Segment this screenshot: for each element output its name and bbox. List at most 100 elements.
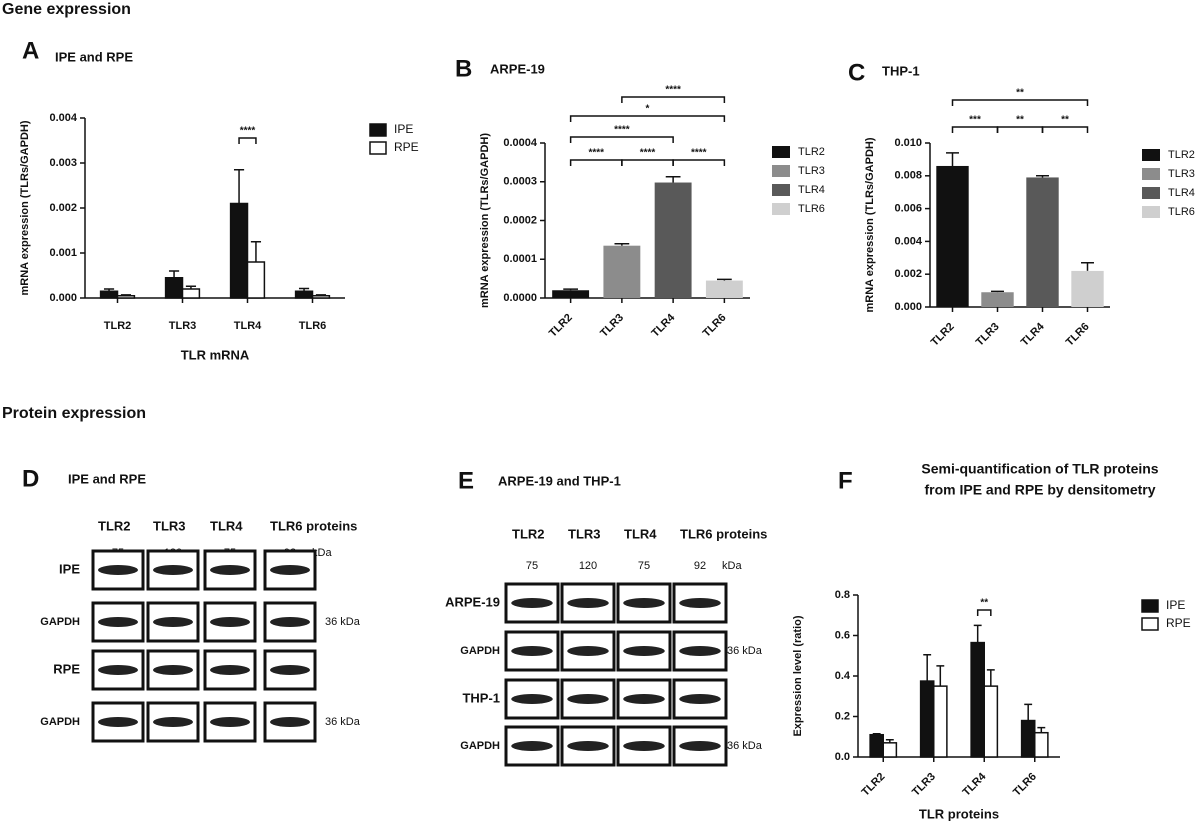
blot-band [567, 598, 609, 608]
blot-band [153, 665, 193, 675]
bar [705, 280, 743, 298]
column-label: TLR6 proteins [270, 518, 357, 533]
column-label: TLR4 [210, 518, 243, 533]
blot-band [623, 646, 665, 656]
y-tick-label: 0.4 [835, 670, 851, 682]
x-tick-label: TLR6 [1064, 321, 1092, 349]
x-tick-label: TLR4 [234, 320, 262, 332]
blot-band [679, 598, 721, 608]
blot-band [210, 717, 250, 727]
y-tick-label: 0.006 [894, 203, 922, 215]
section-heading: Gene expression [2, 1, 131, 18]
error-bar [1024, 703, 1033, 721]
chart-title: ARPE-19 [490, 61, 545, 76]
legend-label: TLR4 [798, 184, 825, 196]
significance-label: **** [691, 148, 707, 159]
chart-title: Semi-quantification of TLR proteins [921, 461, 1158, 477]
y-tick-label: 0.003 [49, 157, 77, 169]
y-tick-label: 0.0001 [503, 253, 537, 265]
error-bar [1036, 175, 1049, 178]
significance-bracket [951, 99, 1089, 106]
x-tick-label: TLR4 [1019, 320, 1048, 349]
error-bar [563, 288, 579, 291]
blot-band [511, 598, 553, 608]
blot-band [567, 741, 609, 751]
weight-label: 92 [694, 560, 706, 572]
y-tick-label: 0.004 [894, 235, 922, 247]
bar [936, 165, 969, 307]
weight-label: 36 kDa [325, 716, 361, 728]
y-tick-label: 0.000 [49, 292, 77, 304]
error-bar [168, 270, 180, 278]
y-tick-label: 0.002 [49, 202, 77, 214]
blot-band [98, 717, 138, 727]
bar [654, 182, 692, 298]
error-bar [1037, 726, 1046, 733]
blot-band [511, 694, 553, 704]
x-tick-label: TLR3 [974, 321, 1002, 349]
bar [1071, 270, 1104, 307]
row-label: GAPDH [40, 616, 80, 628]
legend-swatch [1142, 187, 1160, 199]
weight-label: 36 kDa [727, 645, 763, 657]
bar [294, 290, 314, 299]
blot-band [511, 741, 553, 751]
y-tick-label: 0.6 [835, 629, 850, 641]
bar [981, 292, 1014, 307]
weight-label: 120 [579, 560, 597, 572]
bar [970, 641, 985, 758]
weight-unit: kDa [312, 547, 332, 559]
chart-title: IPE and RPE [55, 49, 133, 64]
chart-title: THP-1 [882, 63, 920, 78]
weight-label: 75 [638, 560, 650, 572]
y-tick-label: 0.0003 [503, 176, 537, 188]
blot-band [153, 617, 193, 627]
weight-label: 36 kDa [727, 740, 763, 752]
error-bar [716, 278, 732, 281]
blot-title: ARPE-19 and THP-1 [498, 473, 621, 488]
x-tick-label: TLR2 [929, 321, 957, 349]
blot-band [270, 565, 310, 575]
row-label: GAPDH [460, 740, 500, 752]
legend-label: IPE [394, 122, 413, 136]
row-label: ARPE-19 [445, 594, 500, 609]
x-tick-label: TLR3 [598, 312, 626, 340]
legend-swatch [369, 123, 387, 137]
error-bar [986, 669, 995, 687]
significance-bracket [569, 159, 623, 166]
x-axis-label: TLR proteins [919, 806, 999, 821]
legend-swatch [1141, 617, 1159, 631]
legend-swatch [1142, 149, 1160, 161]
x-tick-label: TLR2 [859, 771, 887, 799]
x-tick-label: TLR4 [960, 770, 989, 799]
error-bar [923, 653, 932, 682]
significance-label: **** [240, 126, 256, 137]
row-label: GAPDH [40, 716, 80, 728]
significance-label: **** [588, 148, 604, 159]
error-bar [614, 243, 630, 246]
column-label: TLR2 [512, 526, 545, 541]
x-axis-label: TLR mRNA [181, 347, 250, 362]
legend-swatch [772, 184, 790, 196]
legend-label: RPE [1166, 616, 1191, 630]
panel-letter: A [22, 37, 39, 64]
significance-label: ** [1061, 115, 1069, 126]
legend-swatch [1142, 168, 1160, 180]
error-bar [973, 624, 982, 643]
y-tick-label: 0.0004 [503, 137, 538, 149]
significance-bracket [238, 137, 257, 144]
blot-band [210, 665, 250, 675]
x-tick-label: TLR4 [649, 311, 678, 340]
x-tick-label: TLR6 [299, 320, 327, 332]
blot-band [210, 565, 250, 575]
panel-letter: B [455, 55, 472, 82]
x-tick-label: TLR6 [1011, 771, 1039, 799]
weight-label: 75 [526, 560, 538, 572]
section-heading: Protein expression [2, 405, 146, 422]
y-tick-label: 0.0 [835, 751, 850, 763]
blot-band [511, 646, 553, 656]
x-tick-label: TLR2 [547, 312, 575, 340]
blot-band [567, 694, 609, 704]
legend-label: TLR3 [798, 165, 825, 177]
